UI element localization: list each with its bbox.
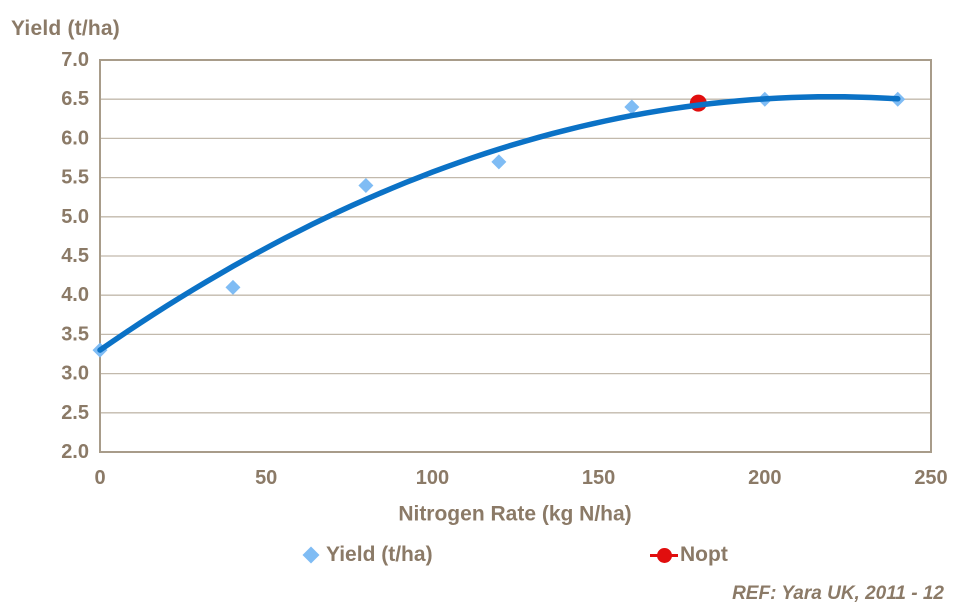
legend-item-yield: Yield (t/ha) xyxy=(302,540,433,570)
x-tick-label: 250 xyxy=(914,467,947,489)
yield-point-marker xyxy=(491,154,507,170)
y-axis-tick-labels: 7.0 6.5 6.0 5.5 5.0 4.5 4.0 3.5 3.0 2.5 2.0 xyxy=(61,49,89,463)
x-axis-tick-labels: 0 50 100 150 200 250 xyxy=(94,467,947,489)
y-tick-label: 2.5 xyxy=(61,402,89,424)
legend-label-nopt: Nopt xyxy=(680,543,728,566)
y-tick-label: 6.0 xyxy=(61,127,89,149)
yield-point-marker xyxy=(624,99,640,115)
y-tick-label: 4.0 xyxy=(61,284,89,306)
y-tick-label: 3.5 xyxy=(61,323,89,345)
nopt-circle-icon xyxy=(650,546,678,564)
y-tick-label: 4.5 xyxy=(61,245,89,267)
x-tick-label: 50 xyxy=(255,467,277,489)
y-tick-label: 3.0 xyxy=(61,363,89,385)
y-axis-title: Yield (t/ha) xyxy=(11,17,120,40)
y-tick-label: 6.5 xyxy=(61,88,89,110)
y-tick-label: 7.0 xyxy=(61,49,89,71)
x-tick-label: 100 xyxy=(416,467,449,489)
x-tick-label: 200 xyxy=(748,467,781,489)
gridlines xyxy=(100,98,931,414)
y-tick-label: 5.5 xyxy=(61,167,89,189)
yield-data-points xyxy=(92,91,906,358)
x-tick-label: 0 xyxy=(94,467,105,489)
y-tick-label: 5.0 xyxy=(61,206,89,228)
legend: Yield (t/ha) Nopt xyxy=(0,540,960,570)
trend-curve xyxy=(97,94,901,353)
yield-diamond-icon xyxy=(302,546,320,564)
yield-point-marker xyxy=(358,177,374,193)
legend-item-nopt: Nopt xyxy=(650,540,728,570)
x-tick-label: 150 xyxy=(582,467,615,489)
legend-label-yield: Yield (t/ha) xyxy=(326,543,433,566)
x-axis-title: Nitrogen Rate (kg N/ha) xyxy=(398,503,631,526)
plot-frame xyxy=(99,59,932,453)
reference-note: REF: Yara UK, 2011 - 12 xyxy=(732,583,944,604)
yield-point-marker xyxy=(225,279,241,295)
y-tick-label: 2.0 xyxy=(61,441,89,463)
